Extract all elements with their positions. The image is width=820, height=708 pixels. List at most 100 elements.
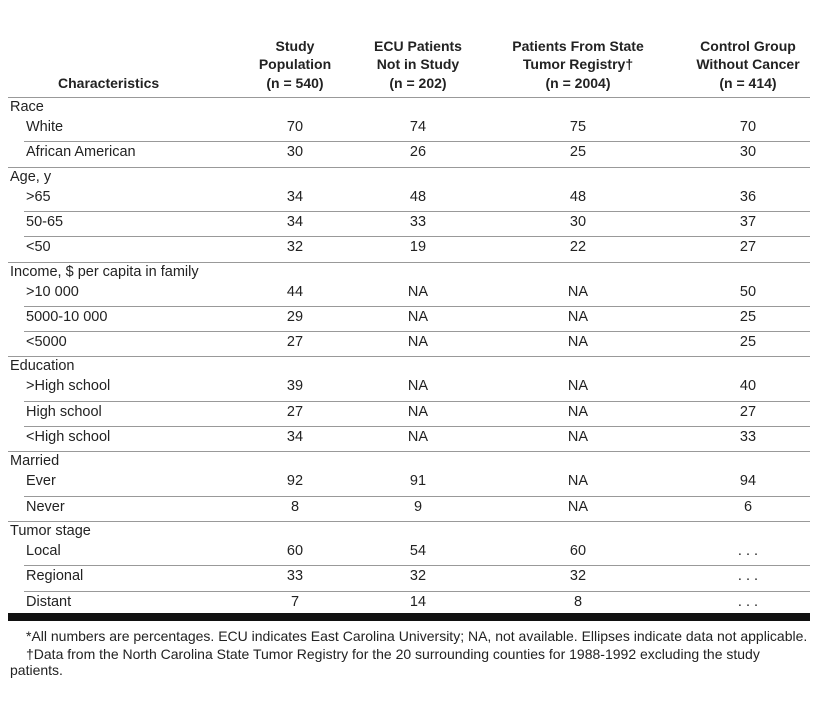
row-label: 50-65: [26, 213, 64, 230]
cell: 32: [409, 568, 427, 585]
cell: 60: [569, 542, 587, 559]
cell: 9: [413, 498, 423, 515]
cell: 50: [739, 283, 757, 300]
row-rule: [24, 426, 810, 427]
cell: NA: [567, 308, 589, 325]
cell: NA: [407, 429, 429, 445]
column-header: Patients From State: [512, 37, 644, 54]
row-rule: [24, 141, 810, 142]
cell: 92: [286, 473, 304, 490]
column-header: Characteristics: [58, 74, 160, 91]
cell: 33: [409, 213, 427, 230]
row-rule: [24, 331, 810, 332]
row-label: African American: [26, 144, 136, 161]
column-header: (n = 202): [389, 74, 447, 91]
cell: . . .: [737, 593, 759, 610]
cell: 91: [409, 473, 427, 490]
row-label: >10 000: [26, 283, 79, 300]
row-label: Regional: [26, 568, 84, 585]
cell: 40: [739, 378, 757, 395]
section-title: Education: [10, 358, 75, 375]
cell: NA: [407, 403, 429, 420]
cell: 27: [739, 403, 757, 420]
cell: NA: [407, 283, 429, 300]
column-header: (n = 414): [719, 74, 777, 91]
column-header: Population: [258, 56, 332, 72]
row-label: White: [26, 119, 64, 135]
cell: 32: [569, 568, 587, 585]
cell: NA: [567, 378, 589, 395]
cell: . . .: [737, 568, 759, 585]
cell: 33: [286, 568, 304, 585]
column-header: Tumor Registry†: [522, 56, 634, 72]
cell: 34: [286, 188, 304, 205]
row-label: >65: [26, 188, 51, 205]
cell: 27: [739, 239, 757, 256]
cell: 27: [286, 403, 304, 420]
cell: 70: [286, 119, 304, 135]
cell: NA: [567, 498, 589, 515]
cell: NA: [567, 334, 589, 351]
cell: 29: [286, 308, 304, 325]
row-label: Ever: [26, 473, 56, 490]
cell: NA: [407, 334, 429, 351]
cell: 6: [743, 498, 753, 515]
column-header: Without Cancer: [696, 56, 800, 72]
cell: NA: [567, 283, 589, 300]
section-title: Tumor stage: [10, 522, 91, 539]
cell: 48: [569, 188, 587, 205]
section-title: Married: [10, 453, 60, 470]
cell: 30: [569, 213, 587, 230]
cell: NA: [567, 429, 589, 445]
row-rule: [24, 565, 810, 566]
cell: 94: [739, 473, 757, 490]
cell: 74: [409, 119, 427, 135]
cell: 70: [739, 119, 757, 135]
cell: 30: [739, 144, 757, 161]
footnote: †Data from the North Carolina State Tumo…: [10, 645, 760, 678]
header-rule: [8, 97, 810, 98]
cell: . . .: [737, 542, 759, 559]
row-label: >High school: [26, 378, 111, 395]
table-end-bar: [8, 613, 810, 621]
cell: NA: [567, 403, 589, 420]
column-header: ECU Patients: [374, 37, 462, 54]
row-label: <5000: [26, 334, 67, 351]
cell: NA: [407, 378, 429, 395]
cell: 34: [286, 429, 304, 445]
cell: 22: [569, 239, 587, 256]
column-header: (n = 2004): [545, 74, 611, 91]
row-rule: [24, 591, 810, 592]
section-title: Income, $ per capita in family: [10, 263, 199, 280]
cell: 44: [286, 283, 304, 300]
cell: 48: [409, 188, 427, 205]
row-label: <50: [26, 239, 51, 256]
cell: 37: [739, 213, 757, 230]
row-rule: [24, 211, 810, 212]
cell: 8: [290, 498, 300, 515]
row-label: Distant: [26, 593, 72, 610]
cell: 36: [739, 188, 757, 205]
row-rule: [8, 451, 810, 452]
cell: 26: [409, 144, 427, 161]
cell: 25: [739, 308, 757, 325]
column-header: (n = 540): [266, 74, 324, 91]
row-rule: [24, 306, 810, 307]
cell: 25: [739, 334, 757, 351]
cell: 39: [286, 378, 304, 395]
row-rule: [8, 521, 810, 522]
footnote: *All numbers are percentages. ECU indica…: [26, 627, 808, 644]
row-label: Local: [26, 542, 61, 559]
column-header: Not in Study: [376, 56, 460, 72]
row-label: Never: [26, 498, 65, 515]
cell: NA: [567, 473, 589, 490]
cell: 30: [286, 144, 304, 161]
cell: 8: [573, 593, 583, 610]
cell: 60: [286, 542, 304, 559]
row-label: <High school: [26, 429, 111, 445]
cell: 14: [409, 593, 427, 610]
row-rule: [8, 262, 810, 263]
cell: 33: [739, 429, 757, 445]
section-title: Age, y: [10, 168, 52, 185]
